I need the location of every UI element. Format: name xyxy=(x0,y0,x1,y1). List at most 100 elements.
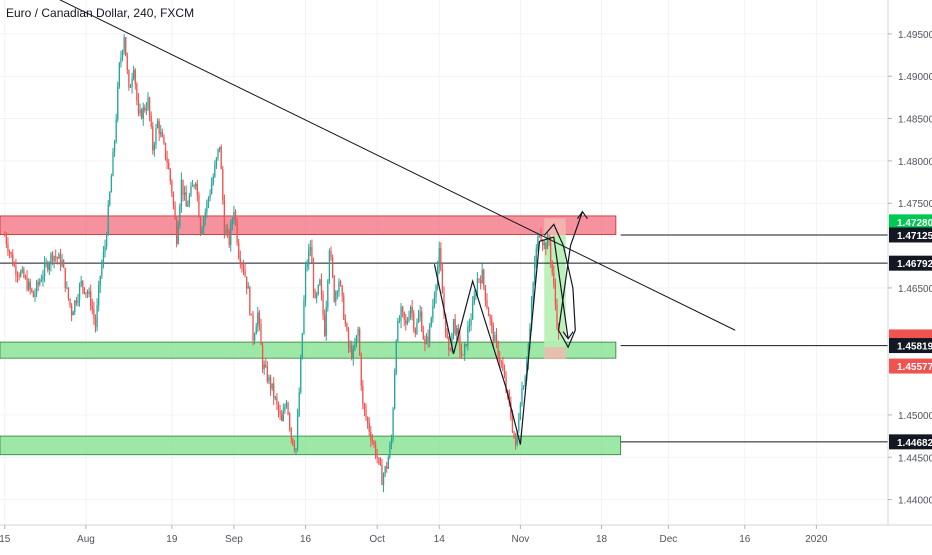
candle-body xyxy=(470,319,472,326)
time-tick-label: 16 xyxy=(739,534,751,545)
candle-body xyxy=(325,306,327,336)
support-zone-2 xyxy=(0,435,622,456)
candle-body xyxy=(323,315,326,336)
candle-body xyxy=(246,276,248,289)
candle-body xyxy=(42,275,44,281)
candle-body xyxy=(249,287,251,314)
candle-body xyxy=(168,162,170,170)
candle-body xyxy=(392,408,394,440)
candle-body xyxy=(314,290,316,299)
price-label: 1.44682 xyxy=(897,438,932,449)
price-tick-label: 1.45000 xyxy=(898,411,932,422)
candle-body xyxy=(387,457,389,469)
candle-body xyxy=(522,386,525,390)
candle-body xyxy=(479,279,482,284)
candle-body xyxy=(489,316,491,320)
candle-body xyxy=(417,317,420,323)
candle-body xyxy=(475,294,477,296)
candle-body xyxy=(429,325,431,342)
candle-body xyxy=(118,63,121,87)
candle-body xyxy=(395,340,397,374)
candle-body xyxy=(508,392,510,403)
price-tick-label: 1.46500 xyxy=(898,284,932,295)
price-axis[interactable]: 1.49500 1.49000 1.48500 1.48000 1.47500 1.465… xyxy=(887,0,932,550)
candle-body xyxy=(384,466,386,475)
candle-body xyxy=(140,109,143,119)
candle-body xyxy=(311,246,313,263)
candle-body xyxy=(78,285,81,300)
candle-body xyxy=(112,151,114,177)
candle-body xyxy=(273,383,275,398)
time-tick-label: 14 xyxy=(434,534,446,545)
candle-body xyxy=(225,230,227,236)
candle-body xyxy=(339,281,342,286)
candle-body xyxy=(236,221,238,243)
candle-body xyxy=(331,257,334,276)
candle-body xyxy=(188,195,191,206)
candle-body xyxy=(196,183,198,195)
candle-body xyxy=(26,277,28,290)
candle-body xyxy=(464,344,466,356)
time-axis[interactable]: 15 Aug 19 Sep 16 Oct 14 Nov 18 Dec 16 2020 xyxy=(0,524,932,550)
candle-body xyxy=(443,293,445,314)
candle-body xyxy=(263,364,265,370)
candle-body xyxy=(486,300,488,309)
candle-body xyxy=(400,306,402,321)
candle-body xyxy=(179,205,181,226)
candle-body xyxy=(409,306,412,318)
candle-body xyxy=(274,397,276,399)
time-tick-label: Nov xyxy=(511,534,529,545)
candle-body xyxy=(359,329,361,355)
time-tick-label: Sep xyxy=(225,534,243,545)
candle-body xyxy=(29,281,31,289)
candle-body xyxy=(271,383,273,389)
candle-body xyxy=(499,357,501,362)
candle-body xyxy=(425,336,428,344)
candle-body xyxy=(34,293,36,298)
price-tick-label: 1.48500 xyxy=(898,115,932,126)
candle-body xyxy=(371,440,374,442)
zigzag-projection xyxy=(433,236,569,445)
candle-body xyxy=(244,270,246,277)
candle-body xyxy=(185,192,187,207)
candle-body xyxy=(247,287,249,289)
candle-body xyxy=(430,318,432,326)
candle-body xyxy=(277,403,280,412)
candle-body xyxy=(226,230,229,232)
candle-body xyxy=(303,300,305,334)
candle-body xyxy=(538,234,541,237)
candle-body xyxy=(48,264,50,270)
candle-body xyxy=(298,392,300,416)
candle-body xyxy=(467,326,469,346)
candle-body xyxy=(171,181,173,194)
time-tick-label: 15 xyxy=(0,534,11,545)
candle-body xyxy=(172,193,175,206)
candle-body xyxy=(37,282,39,285)
price-label-bg xyxy=(889,255,932,271)
candle-body xyxy=(440,248,442,270)
candle-body xyxy=(204,212,206,219)
candle-body xyxy=(545,243,547,250)
candle-body xyxy=(66,287,68,289)
candle-body xyxy=(13,265,15,267)
candle-body xyxy=(492,326,494,342)
candle-body xyxy=(265,364,267,367)
candle-body xyxy=(306,264,308,268)
candle-body xyxy=(401,306,404,312)
candle-body xyxy=(53,256,55,261)
candle-body xyxy=(156,121,159,128)
candle-body xyxy=(328,250,331,281)
candle-body xyxy=(199,217,202,234)
candle-body xyxy=(144,107,146,111)
candle-body xyxy=(532,283,534,304)
candle-body xyxy=(257,312,259,327)
candle-body xyxy=(370,431,372,441)
candle-body xyxy=(164,142,167,159)
candle-body xyxy=(4,235,6,237)
candle-body xyxy=(214,165,216,177)
candle-body xyxy=(96,305,98,328)
candle-body xyxy=(519,404,522,420)
candle-body xyxy=(534,262,536,284)
